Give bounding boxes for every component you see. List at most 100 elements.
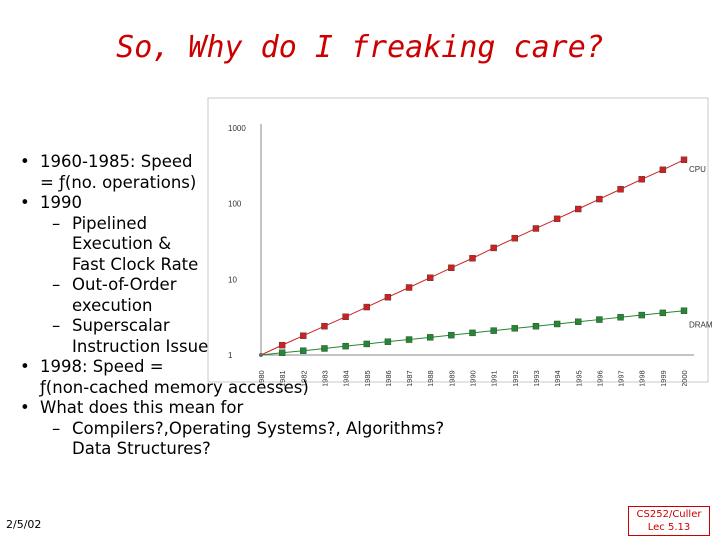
data-point-cpu bbox=[426, 274, 434, 281]
series-label-cpu: CPU bbox=[689, 165, 706, 174]
x-tick-label: 1981 bbox=[278, 370, 287, 386]
x-tick-label: 1994 bbox=[553, 370, 562, 386]
data-point-cpu bbox=[617, 186, 624, 193]
sub-bullet-marker: – bbox=[52, 275, 61, 294]
x-tick-label: 1985 bbox=[363, 370, 372, 386]
bullet-line: • What does this mean for bbox=[20, 398, 500, 419]
bullet-item: – Out-of-Order execution bbox=[20, 275, 500, 316]
data-point-cpu bbox=[680, 156, 688, 163]
bullet-text: Execution & bbox=[72, 234, 172, 253]
cpu-dram-performance-chart: 1000 100 10 1 1980 1981 1982 1983 1984 1985 1986 19… bbox=[206, 96, 712, 386]
x-tick-label: 1996 bbox=[595, 370, 604, 386]
x-tick-label: 1998 bbox=[638, 370, 647, 386]
data-point-cpu bbox=[553, 215, 561, 223]
bullet-line: • 1960-1985: Speed bbox=[20, 152, 500, 173]
data-point-dram bbox=[617, 314, 624, 321]
bullet-line: Execution & bbox=[20, 234, 500, 255]
bullet-item: • What does this mean for bbox=[20, 398, 500, 419]
bullet-item: – Compilers?,Operating Systems?, Algorith… bbox=[20, 419, 500, 460]
data-point-dram bbox=[300, 347, 307, 354]
x-tick-label: 1984 bbox=[342, 370, 351, 386]
data-point-dram bbox=[363, 340, 370, 348]
bullet-item: – Pipelined Execution & Fast Clock Rate bbox=[20, 214, 500, 276]
data-point-dram bbox=[575, 318, 582, 325]
bullet-line: = ƒ(no. operations) bbox=[20, 173, 500, 194]
bullet-text: Out-of-Order bbox=[72, 275, 177, 294]
bullet-marker: • bbox=[20, 398, 30, 417]
data-point-dram bbox=[638, 311, 645, 319]
sub-bullet-marker: – bbox=[52, 213, 61, 233]
x-tick-label: 2000 bbox=[680, 370, 689, 386]
bullet-text: Pipelined bbox=[72, 213, 148, 233]
lecture-number: Lec 5.13 bbox=[647, 522, 691, 533]
bullet-line: • 1998: Speed = bbox=[20, 357, 500, 378]
series-label-dram: DRAM bbox=[689, 321, 712, 330]
bullet-line: Data Structures? bbox=[20, 439, 500, 460]
bullet-text: Data Structures? bbox=[72, 439, 211, 458]
data-point-cpu bbox=[300, 332, 307, 339]
data-point-cpu bbox=[511, 234, 518, 242]
data-point-cpu bbox=[659, 166, 667, 174]
data-point-dram bbox=[553, 320, 561, 328]
bullet-text: 1960-1985: Speed bbox=[40, 152, 193, 171]
bullet-text: ƒ(non-cached memory accesses) bbox=[40, 377, 309, 397]
x-tick-label: 1986 bbox=[384, 370, 393, 386]
data-point-dram bbox=[532, 323, 540, 330]
bullet-line: – Out-of-Order bbox=[20, 275, 500, 296]
bullet-line: Instruction Issue bbox=[20, 337, 500, 358]
bullet-line: – Superscalar bbox=[20, 316, 500, 337]
bullet-text: 1990 bbox=[40, 193, 82, 212]
x-tick-label: 1988 bbox=[426, 370, 435, 386]
bullet-text: execution bbox=[72, 295, 153, 315]
data-point-cpu bbox=[490, 244, 497, 252]
y-tick-label: 100 bbox=[228, 200, 242, 209]
x-tick-label: 1990 bbox=[469, 370, 478, 386]
origin-point bbox=[259, 353, 263, 357]
x-tick-label: 1987 bbox=[405, 370, 414, 386]
data-point-cpu bbox=[532, 225, 540, 232]
course-footer-box: CS252/Culler Lec 5.13 bbox=[628, 506, 710, 536]
data-point-cpu bbox=[596, 195, 603, 203]
data-point-dram bbox=[426, 334, 434, 341]
data-point-cpu bbox=[278, 341, 286, 349]
bullet-line: execution bbox=[20, 296, 500, 317]
bullet-text: = ƒ(no. operations) bbox=[40, 172, 197, 192]
y-tick-label: 10 bbox=[228, 275, 237, 284]
bullet-line: – Compilers?,Operating Systems?, Algorith… bbox=[20, 419, 500, 440]
data-point-dram bbox=[469, 329, 476, 337]
bullet-marker: • bbox=[20, 152, 30, 171]
data-point-dram bbox=[278, 349, 286, 356]
bullet-text: Instruction Issue bbox=[72, 336, 209, 356]
course-name: CS252/Culler bbox=[636, 509, 702, 520]
bullet-marker: • bbox=[20, 193, 30, 212]
bullet-line: • 1990 bbox=[20, 193, 500, 214]
bullet-item: • 1990 bbox=[20, 193, 500, 214]
bullet-list: • 1960-1985: Speed = ƒ(no. operations) • 199… bbox=[20, 152, 500, 460]
data-point-cpu bbox=[469, 255, 476, 262]
sub-bullet-marker: – bbox=[52, 418, 61, 438]
bullet-text: Compilers?,Operating Systems?, Algorithm… bbox=[72, 418, 445, 438]
data-point-cpu bbox=[448, 264, 455, 272]
chart-svg: 1000 100 10 1 1980 1981 1982 1983 1984 1985 1986 19… bbox=[207, 97, 712, 386]
x-tick-label: 1993 bbox=[532, 370, 541, 386]
bullet-item: – Superscalar Instruction Issue bbox=[20, 316, 500, 357]
data-point-dram bbox=[448, 331, 455, 339]
bullet-line: ƒ(non-cached memory accesses) bbox=[20, 378, 500, 399]
data-point-dram bbox=[511, 325, 518, 332]
bullet-line: – Pipelined bbox=[20, 214, 500, 235]
data-point-cpu bbox=[638, 176, 645, 183]
bullet-item: • 1998: Speed = ƒ(non-cached memory access… bbox=[20, 357, 500, 398]
data-point-dram bbox=[405, 336, 413, 343]
bullet-line: Fast Clock Rate bbox=[20, 255, 500, 276]
data-point-cpu bbox=[384, 294, 392, 301]
x-tick-label: 1991 bbox=[490, 370, 499, 386]
x-tick-label: 1997 bbox=[617, 370, 626, 386]
data-point-dram bbox=[342, 342, 349, 350]
data-point-dram bbox=[321, 345, 328, 352]
data-point-dram bbox=[490, 327, 497, 334]
bullet-text: What does this mean for bbox=[40, 398, 244, 417]
bullet-text: Fast Clock Rate bbox=[72, 254, 199, 274]
data-point-cpu bbox=[363, 303, 370, 311]
y-tick-label: 1 bbox=[228, 351, 233, 360]
bullet-marker: • bbox=[20, 357, 30, 376]
